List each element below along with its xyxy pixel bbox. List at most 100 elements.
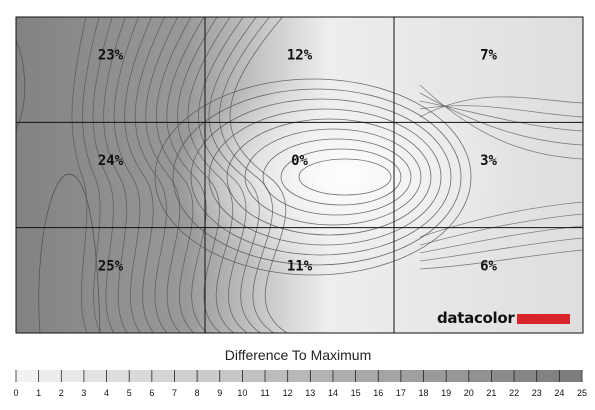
legend-swatch [310,370,333,382]
legend-tick-label: 24 [554,388,564,398]
contour-line [38,173,101,333]
contour-line [166,17,208,333]
legend-tick-label: 10 [237,388,247,398]
legend-tick-label: 19 [441,388,451,398]
legend-tick-label: 2 [59,388,64,398]
contour-line [134,17,168,333]
legend-tick-label: 16 [373,388,383,398]
logo-text: datacolor [437,309,515,327]
legend-title: Difference To Maximum [225,347,372,363]
legend-swatch [536,370,560,382]
contour-line [124,17,155,333]
legend-swatch [423,370,447,382]
contour-ring [262,138,412,216]
contour-line [219,17,274,333]
legend-swatch [287,370,311,382]
legend-tick-label: 17 [396,388,406,398]
legend-swatch [174,370,198,382]
legend-swatch [242,370,266,382]
contour-line [82,17,101,333]
cell-value-r3-c3: 6% [480,258,497,274]
legend-tick-label: 4 [104,388,109,398]
contour-ring [172,88,462,266]
legend-tick-label: 9 [217,388,222,398]
legend-swatch [38,370,62,382]
grid-lines [16,17,583,333]
cell-value-r3-c2: 11% [287,258,313,274]
legend-tick-label: 14 [328,388,338,398]
legend-swatch [400,370,424,382]
contour-line [419,84,583,160]
datacolor-logo: datacolor [437,309,570,327]
legend-tick-label: 0 [13,388,18,398]
contour-line [419,100,583,132]
legend-swatch [491,370,515,382]
contour-line [103,17,128,333]
contour-line [419,213,583,246]
cell-value-r3-c1: 25% [98,258,124,274]
contour-line [229,17,288,333]
contour-line [419,96,583,118]
contour-line [92,17,115,333]
contour-ring [244,128,422,226]
contour-line [177,17,221,333]
legend-swatch [151,370,175,382]
contour-line [113,17,141,333]
legend-swatch [355,370,379,382]
legend-tick-label: 13 [305,388,315,398]
legend-swatch [61,370,84,382]
contour-line [187,17,234,333]
legend-swatch [83,370,107,382]
legend-swatch [332,370,356,382]
legend-swatch [265,370,288,382]
legend-swatch [559,370,582,382]
legend-tick-label: 21 [486,388,496,398]
legend-swatch [446,370,469,382]
heatmap-area [16,17,583,333]
legend-swatch [197,370,220,382]
legend-swatch [16,370,39,382]
contour-line [419,249,583,270]
contour-ring [298,158,392,196]
contour-ring [154,78,472,276]
legend-swatch [514,370,537,382]
legend-tick-label: 23 [532,388,542,398]
cell-value-r1-c2: 12% [287,48,313,64]
legend-swatch [219,370,243,382]
legend-tick-label: 5 [127,388,132,398]
legend-tick-label: 1 [36,388,41,398]
contour-line [145,17,181,333]
legend-tick-label: 22 [509,388,519,398]
contour-lines [16,17,583,333]
legend-tick-label: 11 [260,388,269,398]
legend-swatch [106,370,130,382]
contour-line [419,201,583,238]
contour-ring [208,108,442,246]
legend-swatch [468,370,492,382]
contour-ring [280,148,402,206]
legend-tick-label: 15 [351,388,361,398]
legend-tick-label: 20 [464,388,474,398]
cell-value-r1-c1: 23% [98,48,124,64]
cell-labels: 23% 12% 7% 24% 0% 3% 25% 11% 6% [98,48,498,275]
legend-tick-label: 18 [419,388,429,398]
cell-value-r2-c1: 24% [98,153,124,169]
cell-value-r2-c3: 3% [480,153,497,169]
legend-tick-label: 3 [81,388,86,398]
contour-line [208,17,261,333]
contour-line [16,39,26,131]
color-scale-legend: 0 1 2 3 4 5 6 7 8 9 10 11 12 13 14 15 16 17 18 19 20 21 22 23 24… [13,370,587,398]
legend-tick-label: 6 [149,388,154,398]
logo-bar [517,314,570,324]
legend-tick-label: 25 [577,388,587,398]
legend-tick-label: 12 [283,388,293,398]
contour-line [419,92,583,146]
contour-ring [226,118,432,236]
cell-value-r2-c2: 0% [291,153,308,169]
cell-value-r1-c3: 7% [480,48,497,64]
legend-tick-label: 7 [172,388,177,398]
contour-line [155,17,195,333]
plot-frame [15,16,584,334]
legend-swatch [378,370,401,382]
